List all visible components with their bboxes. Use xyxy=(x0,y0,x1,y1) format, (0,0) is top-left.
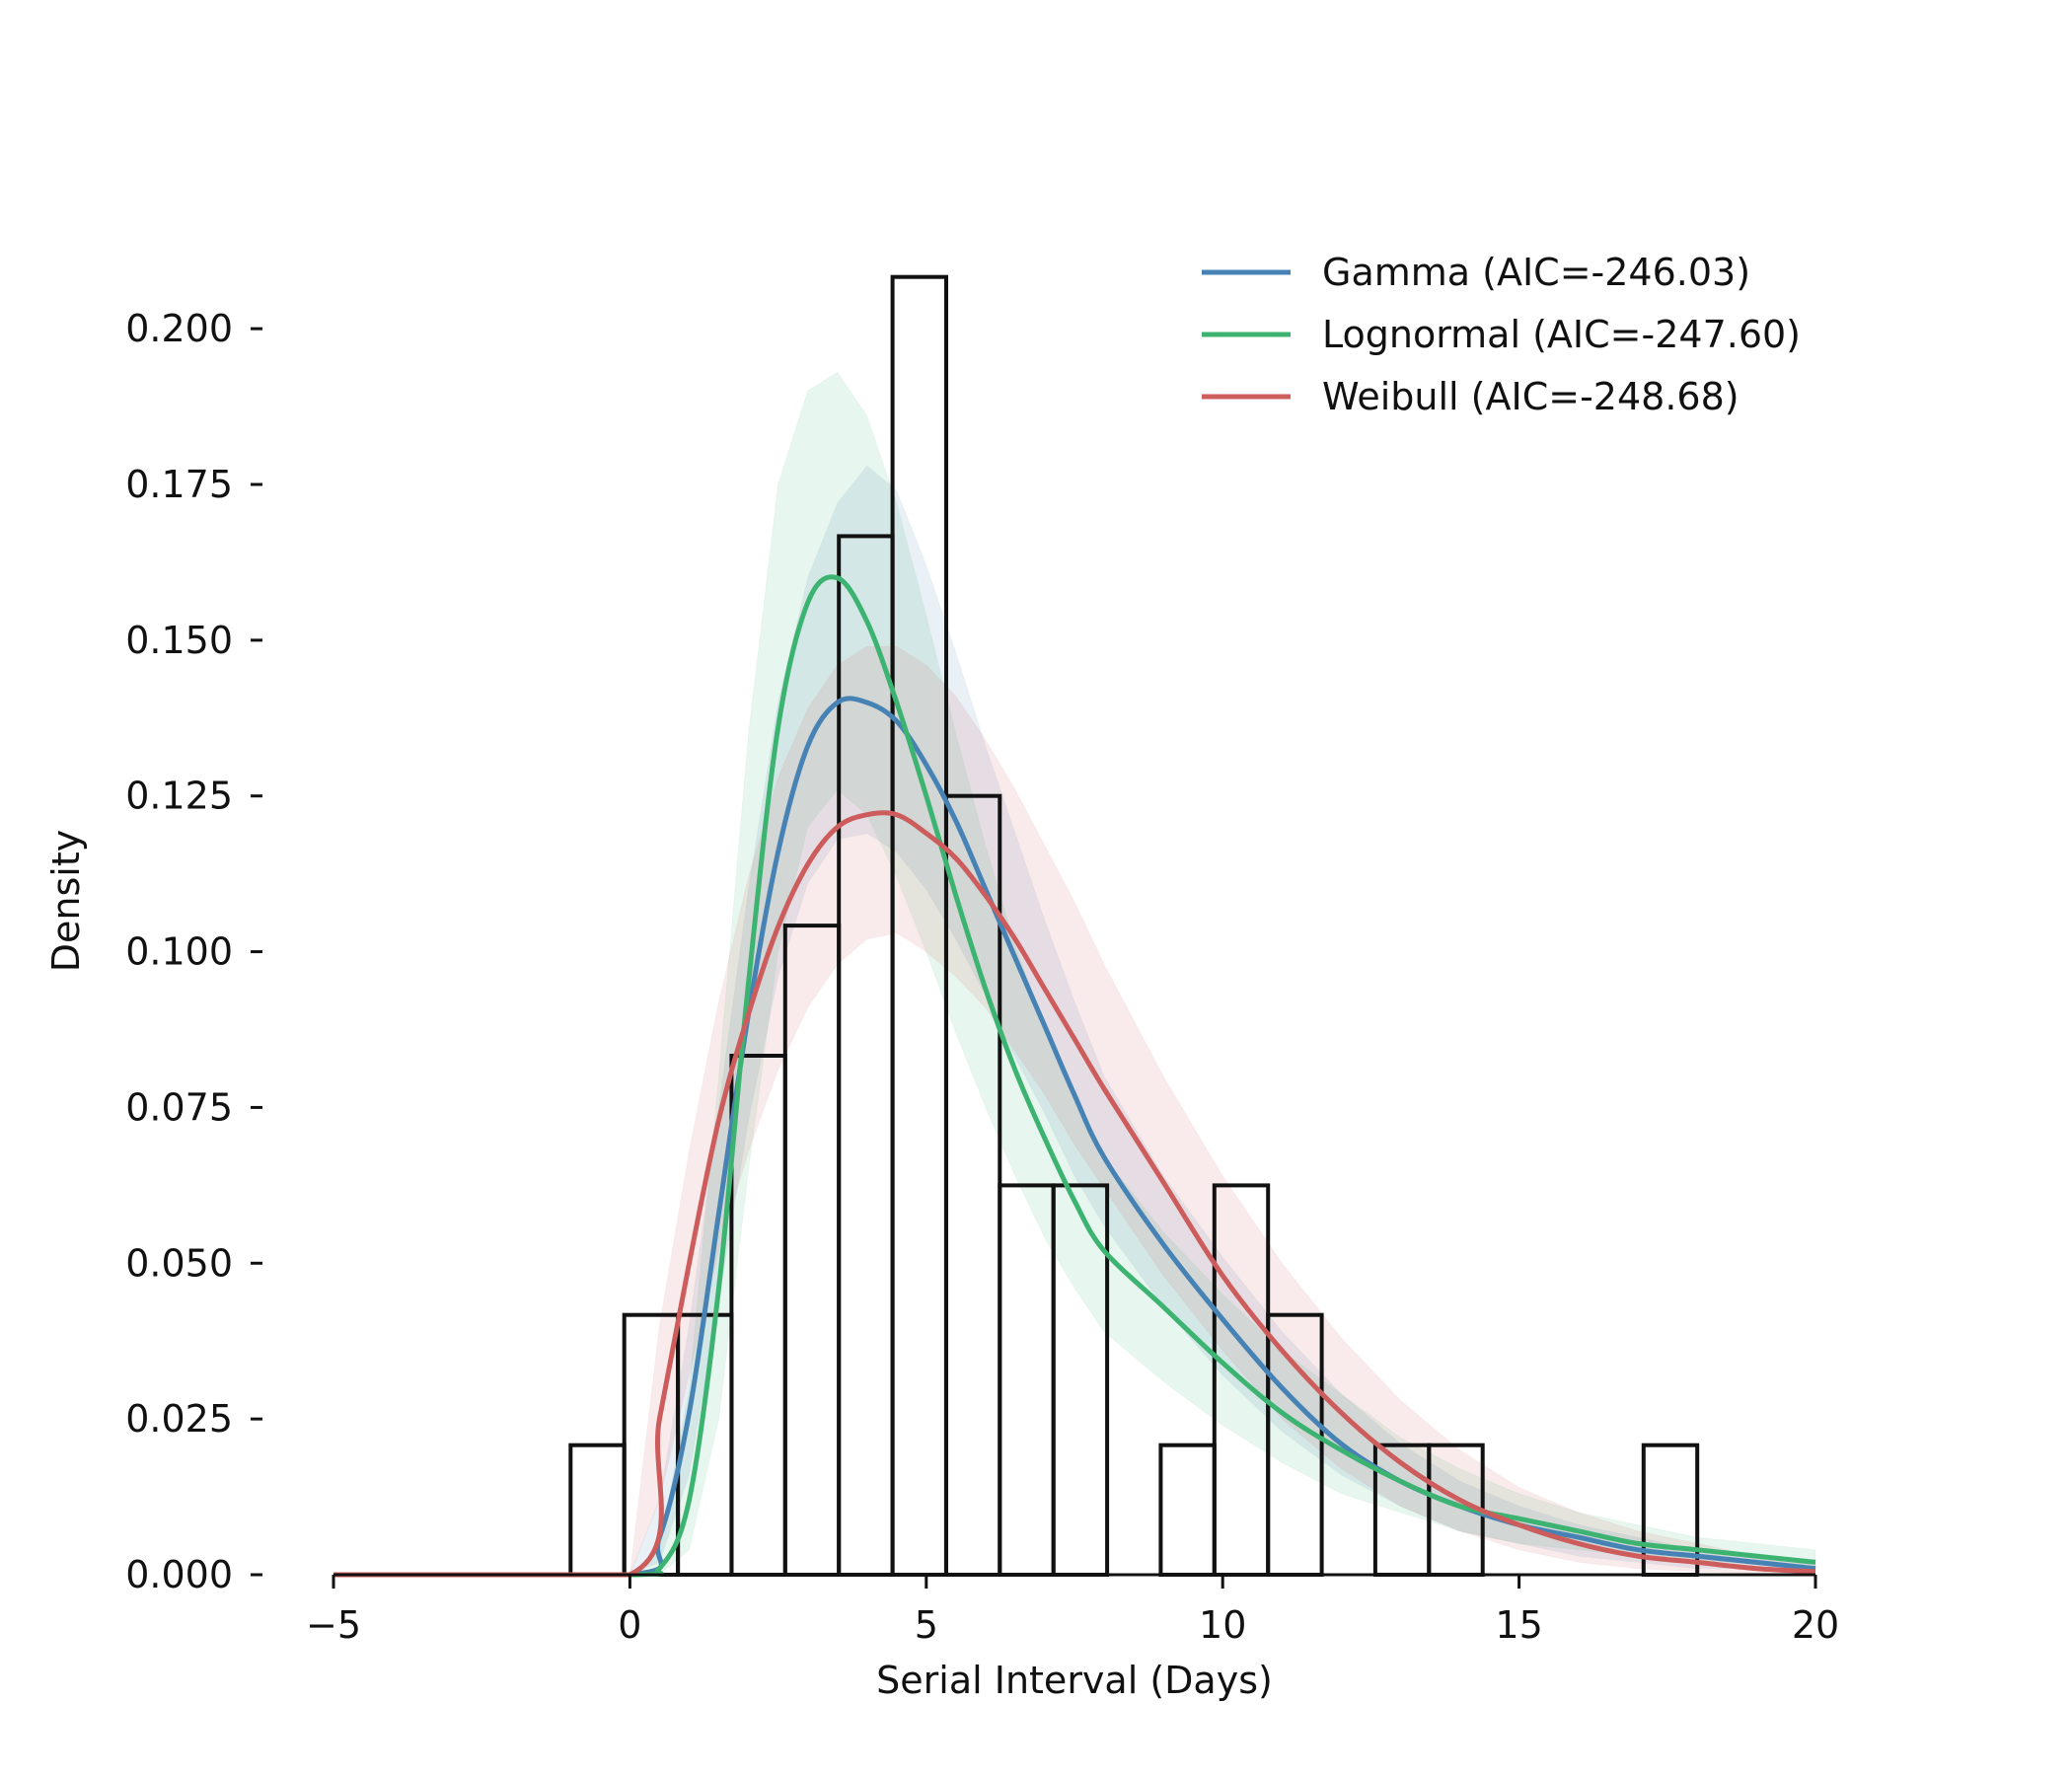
curve-lognormal xyxy=(333,574,1816,1578)
y-tick-label: 0.000 xyxy=(125,1553,233,1596)
y-tick-label: 0.100 xyxy=(125,930,233,974)
y-axis-label: Density xyxy=(44,830,88,972)
legend-label-lognormal: Lognormal (AIC=-247.60) xyxy=(1322,313,1801,356)
y-tick-label: 0.025 xyxy=(125,1397,233,1441)
x-tick-label: 20 xyxy=(1792,1603,1839,1647)
legend: Gamma (AIC=-246.03) Lognormal (AIC=-247.6… xyxy=(1202,251,1801,418)
y-tick-label: 0.050 xyxy=(125,1241,233,1285)
x-tick-label: 15 xyxy=(1495,1603,1542,1647)
legend-label-weibull: Weibull (AIC=-248.68) xyxy=(1322,375,1739,418)
x-tick-label: 0 xyxy=(618,1603,641,1647)
y-tick-label: 0.200 xyxy=(125,307,233,350)
y-tick-label: 0.175 xyxy=(125,463,233,506)
x-tick-label: 10 xyxy=(1199,1603,1246,1647)
legend-label-gamma: Gamma (AIC=-246.03) xyxy=(1322,251,1750,294)
x-tick-label: 5 xyxy=(915,1603,938,1647)
x-axis: Serial Interval (Days) −5 0 5 10 15 20 xyxy=(306,1573,1839,1702)
density-curves xyxy=(333,574,1816,1578)
y-tick-label: 0.075 xyxy=(125,1085,233,1129)
x-tick-label: −5 xyxy=(306,1603,361,1647)
y-axis: Density 0.000 0.025 0.050 0.075 0.100 0.125 0.… xyxy=(44,307,262,1596)
y-tick-label: 0.150 xyxy=(125,619,233,662)
x-axis-label: Serial Interval (Days) xyxy=(876,1659,1273,1702)
curve-weibull xyxy=(333,810,1816,1578)
y-tick-label: 0.125 xyxy=(125,775,233,818)
